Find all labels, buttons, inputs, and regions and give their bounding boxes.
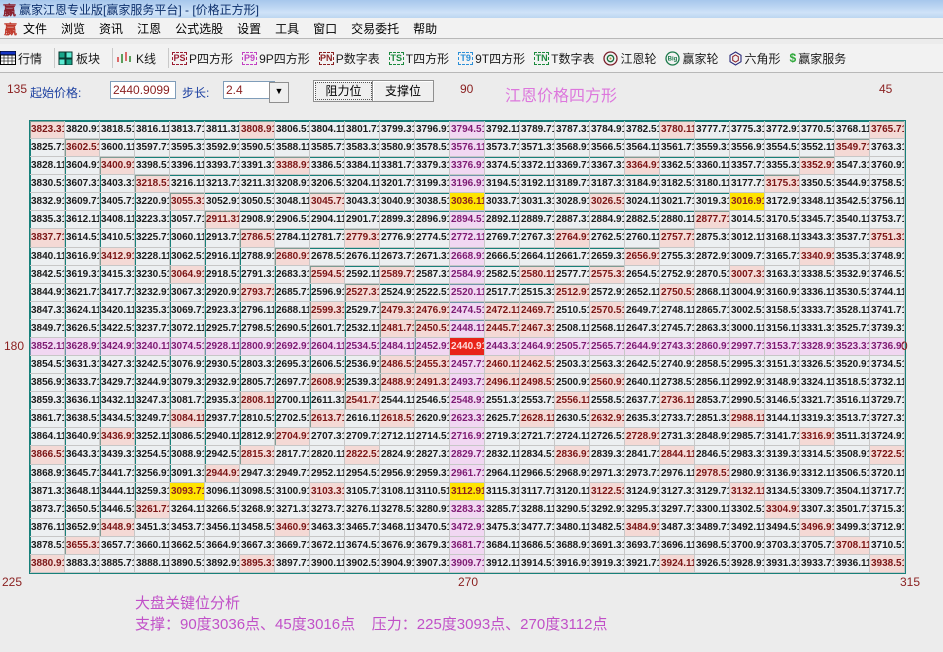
svg-text:Big: Big: [668, 56, 678, 62]
